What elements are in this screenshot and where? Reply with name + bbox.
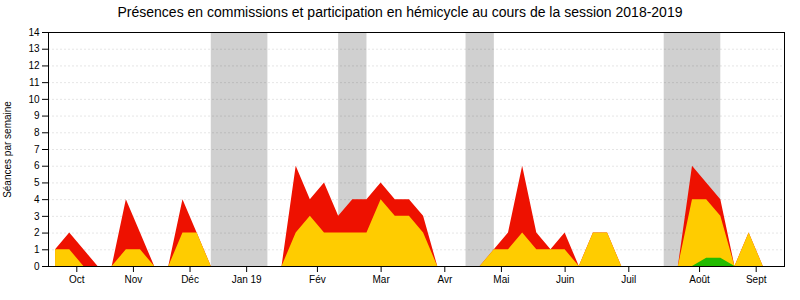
svg-text:13: 13	[28, 43, 40, 54]
svg-text:2: 2	[34, 227, 40, 238]
svg-text:5: 5	[34, 177, 40, 188]
svg-text:Jan 19: Jan 19	[232, 274, 262, 285]
svg-text:Séances par semaine: Séances par semaine	[2, 101, 13, 198]
svg-text:Oct: Oct	[69, 274, 85, 285]
svg-text:Sept: Sept	[746, 274, 767, 285]
svg-text:10: 10	[28, 94, 40, 105]
svg-text:3: 3	[34, 211, 40, 222]
svg-text:8: 8	[34, 127, 40, 138]
svg-text:9: 9	[34, 110, 40, 121]
svg-text:1: 1	[34, 244, 40, 255]
svg-text:Mai: Mai	[493, 274, 509, 285]
svg-text:0: 0	[34, 261, 40, 272]
svg-text:Avr: Avr	[437, 274, 452, 285]
svg-text:Nov: Nov	[125, 274, 143, 285]
svg-text:Juil: Juil	[621, 274, 636, 285]
svg-text:Juin: Juin	[556, 274, 574, 285]
svg-text:14: 14	[28, 27, 40, 38]
svg-text:7: 7	[34, 144, 40, 155]
svg-text:Mar: Mar	[372, 274, 390, 285]
svg-text:4: 4	[34, 194, 40, 205]
svg-text:6: 6	[34, 160, 40, 171]
svg-text:12: 12	[28, 60, 40, 71]
svg-text:Fév: Fév	[309, 274, 326, 285]
svg-text:Août: Août	[689, 274, 710, 285]
svg-text:11: 11	[29, 77, 40, 88]
html-text:Présences en commissions et pa: Présences en commissions et participatio…	[117, 4, 683, 20]
svg-text:Déc: Déc	[181, 274, 199, 285]
